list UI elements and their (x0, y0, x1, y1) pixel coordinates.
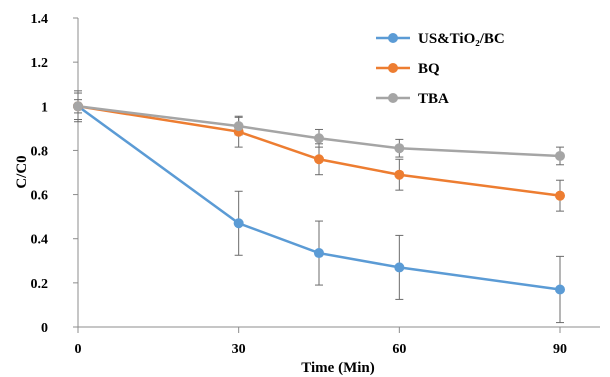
y-tick-label: 0.6 (31, 189, 49, 204)
data-point-bq (394, 169, 405, 180)
legend-item-us-tio-bc: US&TiO₂/BC (376, 31, 505, 47)
y-tick-label: 0.8 (31, 144, 49, 159)
legend-label: TBA (418, 91, 449, 107)
y-tick-label: 1.2 (31, 56, 49, 71)
y-axis-title: C/C0 (14, 155, 30, 188)
legend-label: BQ (418, 61, 440, 77)
data-point-tba (73, 101, 83, 112)
data-point-us-tio-bc (233, 218, 244, 229)
error-bars (74, 90, 564, 324)
legend: US&TiO₂/BC BQ TBA (376, 31, 505, 107)
data-point-us-tio-bc (314, 248, 324, 259)
legend-swatch-marker (388, 33, 398, 43)
data-point-us-tio-bc (555, 284, 565, 295)
legend-swatch-marker (388, 93, 398, 103)
data-point-tba (555, 150, 565, 161)
x-tick-label: 90 (553, 342, 567, 357)
y-tick-label: 0.4 (31, 233, 49, 248)
axes (77, 18, 600, 328)
data-point-tba (314, 133, 324, 144)
data-point-bq (314, 154, 324, 165)
data-point-tba (394, 143, 405, 154)
tick-marks (73, 17, 561, 333)
x-tick-label: 60 (392, 342, 406, 357)
legend-swatch-marker (388, 63, 398, 73)
data-point-tba (233, 121, 244, 132)
data-points (73, 101, 565, 295)
data-point-us-tio-bc (394, 262, 405, 273)
legend-item-tba: TBA (376, 91, 449, 107)
x-tick-label: 0 (75, 342, 82, 357)
y-tick-label: 1.4 (31, 12, 49, 27)
y-tick-label: 0.2 (31, 277, 49, 292)
x-tick-label: 30 (232, 342, 246, 357)
y-tick-label: 0 (41, 321, 48, 336)
data-point-bq (555, 190, 565, 201)
tick-labels: 0 0.2 0.4 0.6 0.8 1 1.2 1.4 0 30 60 90 (31, 12, 568, 357)
y-tick-label: 1 (41, 100, 48, 115)
x-axis-title: Time (Min) (301, 360, 374, 376)
legend-label: US&TiO₂/BC (418, 31, 505, 47)
legend-item-bq: BQ (376, 61, 440, 77)
